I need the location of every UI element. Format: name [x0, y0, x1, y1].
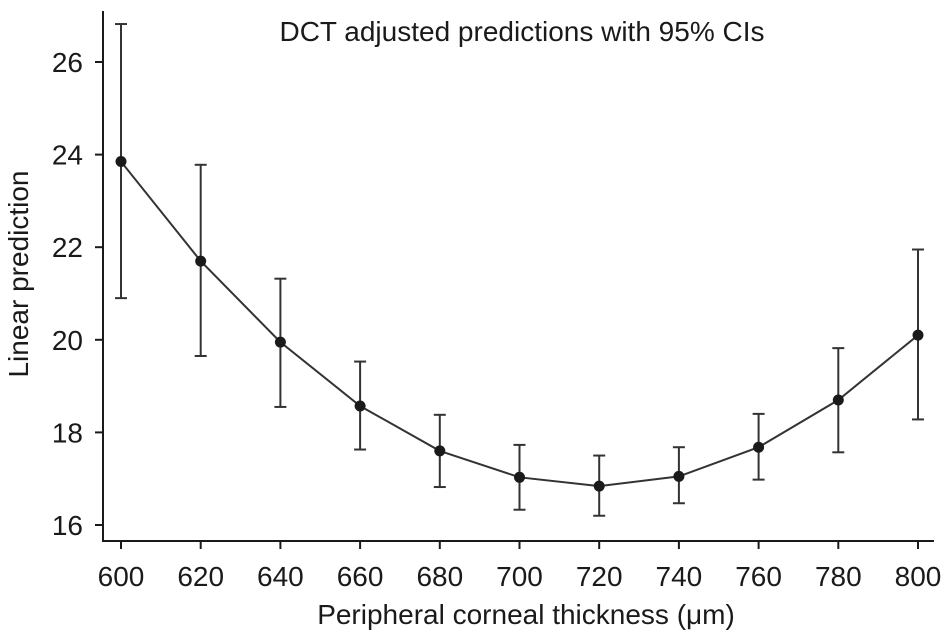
x-tick-label: 740: [656, 561, 703, 592]
x-tick-label: 640: [257, 561, 304, 592]
x-tick-label: 620: [177, 561, 224, 592]
data-point: [115, 156, 127, 168]
data-points: [115, 156, 924, 492]
x-tick-label: 660: [337, 561, 384, 592]
y-tick-label: 26: [52, 47, 83, 78]
y-tick-label: 22: [52, 232, 83, 263]
y-tick-label: 24: [52, 140, 83, 171]
data-point: [832, 394, 844, 406]
x-axis-title: Peripheral corneal thickness (μm): [317, 599, 735, 630]
x-tick-label: 600: [98, 561, 145, 592]
x-tick-label: 680: [416, 561, 463, 592]
data-point: [195, 255, 207, 267]
data-point: [514, 471, 525, 483]
x-tick-label: 800: [895, 561, 942, 592]
error-bars: [115, 23, 924, 517]
x-tick-label: 700: [496, 561, 543, 592]
data-point: [753, 441, 765, 453]
x-tick-label: 780: [815, 561, 862, 592]
x-tick-label: 760: [735, 561, 782, 592]
series-line: [120, 160, 919, 488]
x-tick-label: 720: [576, 561, 623, 592]
ticks: 600 620 640 660 680 700 720 740 760 780 800 16 18 20 2…: [52, 47, 942, 592]
data-point: [673, 470, 685, 482]
y-tick-label: 16: [52, 510, 83, 541]
y-tick-label: 18: [52, 417, 83, 448]
y-axis-title: Linear prediction: [3, 170, 34, 377]
data-point: [434, 445, 446, 457]
series: [120, 160, 919, 488]
data-point: [354, 400, 366, 412]
y-tick-label: 20: [52, 325, 83, 356]
axes: [102, 11, 934, 542]
chart-title: DCT adjusted predictions with 95% CIs: [279, 16, 764, 47]
data-point: [912, 329, 924, 341]
data-point: [593, 480, 605, 492]
data-point: [274, 336, 286, 348]
